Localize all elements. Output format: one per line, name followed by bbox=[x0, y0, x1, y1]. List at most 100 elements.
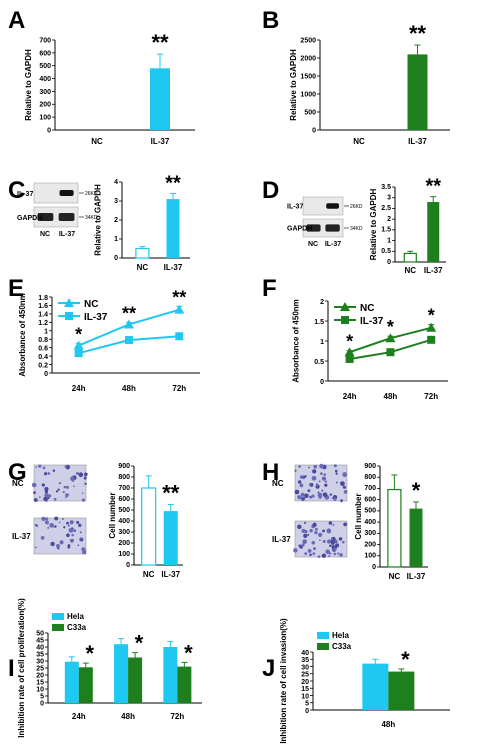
cell-dot bbox=[42, 466, 46, 470]
y-tick-label: 25 bbox=[301, 672, 309, 679]
cell-dot bbox=[33, 491, 36, 495]
data-point bbox=[426, 322, 437, 332]
x-category-label: 72h bbox=[170, 712, 184, 721]
cell-dot bbox=[309, 553, 312, 557]
blot-row bbox=[302, 218, 344, 238]
cell-dot bbox=[56, 544, 61, 548]
y-tick-label: 0 bbox=[40, 700, 44, 707]
cell-dot bbox=[31, 482, 37, 488]
y-tick-label: 0 bbox=[372, 564, 376, 571]
data-point bbox=[124, 336, 133, 345]
cell-dot bbox=[309, 496, 312, 499]
y-tick-label: 900 bbox=[118, 463, 130, 470]
y-axis-label: Cell number bbox=[108, 492, 117, 538]
panel-D-western-blot: IL-37 26KD GAPDH 34KD NC IL-37 bbox=[287, 196, 363, 248]
cell-dot bbox=[34, 546, 37, 549]
cell-dot bbox=[84, 482, 87, 485]
x-tick-label: 48h bbox=[384, 392, 398, 401]
cell-dot bbox=[300, 492, 305, 497]
panel-J-bars: * 48h Hela C33a bbox=[317, 631, 415, 729]
cell-dot bbox=[320, 472, 323, 475]
cell-dot bbox=[81, 498, 86, 502]
y-tick-label: 0 bbox=[387, 259, 391, 266]
cell-dot bbox=[58, 482, 62, 485]
cell-dot bbox=[326, 539, 332, 544]
cell-dot bbox=[329, 493, 333, 496]
y-tick-label: 0 bbox=[305, 708, 309, 715]
blot-row-label: IL-37 bbox=[287, 204, 303, 211]
legend-swatch bbox=[317, 643, 329, 650]
y-tick-label: 500 bbox=[304, 109, 316, 116]
y-tick-label: 900 bbox=[364, 463, 376, 470]
cell-dot bbox=[312, 469, 317, 474]
cell-dot bbox=[312, 522, 317, 527]
y-tick-label: 10 bbox=[301, 693, 309, 700]
cell-dot bbox=[328, 521, 333, 525]
cell-dot bbox=[314, 530, 318, 535]
y-tick-label: 0.5 bbox=[381, 248, 391, 255]
cell-dot bbox=[302, 539, 307, 544]
cell-dot bbox=[297, 495, 302, 500]
y-tick-label: 15 bbox=[36, 679, 44, 686]
bar bbox=[407, 54, 428, 130]
cell-dot bbox=[323, 473, 327, 476]
blot-lane-label: IL-37 bbox=[59, 231, 75, 238]
cell-dot bbox=[342, 472, 348, 477]
panel-E-axes: 0 0.20.4 0.60.81 1.21.4 1.61.8 Absorbance of … bbox=[18, 293, 200, 378]
significance-mark: * bbox=[184, 640, 193, 665]
cell-dot bbox=[321, 489, 324, 492]
y-tick-label: 25 bbox=[36, 665, 44, 672]
cell-dot bbox=[319, 539, 321, 541]
y-tick-label: 1 bbox=[320, 339, 324, 346]
blot-marker-label: 26KD bbox=[85, 191, 98, 197]
cell-dot bbox=[340, 481, 345, 486]
panel-A-bars: NC IL-37 ** bbox=[91, 30, 170, 146]
cell-dot bbox=[66, 533, 70, 537]
cell-dot bbox=[47, 472, 51, 475]
cell-dot bbox=[332, 550, 335, 552]
cell-dot bbox=[68, 527, 74, 533]
cell-dot bbox=[335, 481, 338, 484]
cell-dot bbox=[304, 475, 307, 478]
y-tick-label: 500 bbox=[364, 508, 376, 515]
cell-dot bbox=[333, 552, 337, 556]
y-tick-label: 50 bbox=[36, 630, 44, 637]
cell-dot bbox=[324, 483, 328, 487]
x-category-label: IL-37 bbox=[151, 137, 170, 146]
blot-marker-label: 34KD bbox=[85, 215, 98, 221]
blot-row-label: IL-37 bbox=[17, 191, 33, 198]
y-tick-label: 0.8 bbox=[38, 337, 48, 344]
cell-dot bbox=[69, 538, 74, 543]
panel-label-a: A bbox=[8, 7, 25, 34]
cell-dot bbox=[44, 487, 49, 492]
significance-mark: ** bbox=[122, 303, 136, 323]
data-point bbox=[386, 348, 395, 357]
y-tick-label: 300 bbox=[364, 530, 376, 537]
panel-G-micrographs: NC IL-37 bbox=[12, 464, 88, 555]
cell-dot bbox=[298, 465, 301, 468]
blot-band bbox=[59, 190, 74, 196]
significance-mark: ** bbox=[409, 21, 427, 46]
cell-dot bbox=[76, 520, 80, 524]
cell-dot bbox=[81, 492, 84, 495]
cell-dot bbox=[335, 472, 338, 475]
cell-dot bbox=[63, 485, 67, 489]
cell-dot bbox=[307, 549, 312, 553]
y-tick-label: 600 bbox=[39, 50, 51, 57]
data-point bbox=[74, 349, 83, 358]
panel-G-bars: NC IL-37 ** bbox=[141, 475, 181, 579]
cell-dot bbox=[33, 498, 38, 502]
x-tick-label: 72h bbox=[424, 392, 438, 401]
cell-dot bbox=[294, 469, 297, 472]
cell-dot bbox=[329, 544, 332, 548]
y-tick-label: 0.2 bbox=[38, 362, 48, 369]
x-category-label: 24h bbox=[72, 712, 86, 721]
y-tick-label: 300 bbox=[39, 89, 51, 96]
cell-dot bbox=[312, 552, 316, 555]
y-tick-label: 30 bbox=[36, 658, 44, 665]
cell-dot bbox=[308, 483, 312, 486]
legend-label: IL-37 bbox=[84, 312, 108, 323]
cell-dot bbox=[43, 472, 48, 476]
y-tick-label: 200 bbox=[364, 541, 376, 548]
